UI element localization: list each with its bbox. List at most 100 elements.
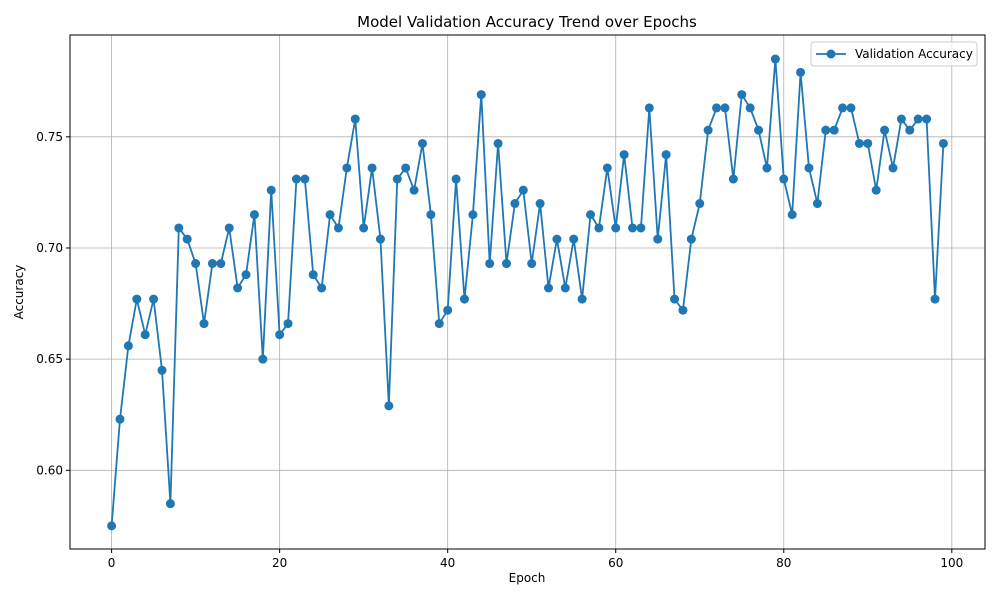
- data-point: [770, 54, 780, 64]
- x-tick-label: 0: [108, 556, 116, 570]
- data-point: [846, 103, 856, 113]
- data-point: [451, 174, 461, 184]
- data-point: [922, 114, 932, 124]
- data-point: [443, 305, 453, 315]
- data-point: [291, 174, 301, 184]
- legend-box: [810, 41, 978, 67]
- data-point: [426, 210, 436, 220]
- data-point: [266, 185, 276, 195]
- data-point: [459, 294, 469, 304]
- data-point: [905, 125, 915, 135]
- data-point: [359, 223, 369, 233]
- data-point: [602, 163, 612, 173]
- data-point: [527, 259, 537, 269]
- data-point: [342, 163, 352, 173]
- data-point: [838, 103, 848, 113]
- legend: Validation Accuracy: [810, 41, 978, 67]
- data-point: [812, 199, 822, 209]
- data-point: [300, 174, 310, 184]
- data-point: [518, 185, 528, 195]
- data-point: [720, 103, 730, 113]
- data-point: [241, 270, 251, 280]
- data-point: [728, 174, 738, 184]
- data-point: [485, 259, 495, 269]
- x-tick-label: 60: [608, 556, 623, 570]
- grid-lines: [70, 35, 985, 549]
- data-point: [140, 330, 150, 340]
- data-point: [468, 210, 478, 220]
- data-point: [577, 294, 587, 304]
- data-point: [913, 114, 923, 124]
- data-point: [653, 234, 663, 244]
- data-point: [308, 270, 318, 280]
- data-point: [703, 125, 713, 135]
- data-point: [233, 283, 243, 293]
- data-point: [115, 414, 125, 424]
- data-point: [880, 125, 890, 135]
- data-point: [695, 199, 705, 209]
- data-point: [661, 150, 671, 160]
- series-layer: [107, 54, 948, 531]
- data-point: [670, 294, 680, 304]
- data-point: [636, 223, 646, 233]
- data-point: [628, 223, 638, 233]
- data-point: [644, 103, 654, 113]
- data-point: [560, 283, 570, 293]
- data-point: [392, 174, 402, 184]
- data-point: [829, 125, 839, 135]
- data-point: [501, 259, 511, 269]
- data-point: [787, 210, 797, 220]
- data-point: [224, 223, 234, 233]
- y-tick-label: 0.70: [36, 241, 63, 255]
- data-point: [493, 138, 503, 148]
- x-tick-label: 100: [940, 556, 963, 570]
- data-point: [544, 283, 554, 293]
- data-point: [199, 319, 209, 329]
- data-point: [678, 305, 688, 315]
- data-point: [401, 163, 411, 173]
- data-point: [132, 294, 142, 304]
- data-point: [569, 234, 579, 244]
- data-point: [317, 283, 327, 293]
- y-tick-label: 0.60: [36, 463, 63, 477]
- data-point: [871, 185, 881, 195]
- data-point: [375, 234, 385, 244]
- data-point: [535, 199, 545, 209]
- data-point: [434, 319, 444, 329]
- data-point: [258, 354, 268, 364]
- data-point: [191, 259, 201, 269]
- y-tick-label: 0.65: [36, 352, 63, 366]
- data-point: [737, 90, 747, 100]
- chart-title: Model Validation Accuracy Trend over Epo…: [357, 13, 697, 31]
- x-tick-label: 80: [776, 556, 791, 570]
- series-line: [110, 58, 945, 526]
- data-point: [182, 234, 192, 244]
- data-point: [619, 150, 629, 160]
- data-point: [888, 163, 898, 173]
- data-point: [325, 210, 335, 220]
- data-point: [409, 185, 419, 195]
- data-point: [804, 163, 814, 173]
- data-point: [165, 499, 175, 509]
- x-tick-label: 20: [272, 556, 287, 570]
- data-point: [796, 67, 806, 77]
- data-point: [384, 401, 394, 411]
- data-point: [594, 223, 604, 233]
- data-point: [417, 138, 427, 148]
- data-point: [476, 90, 486, 100]
- data-point: [283, 319, 293, 329]
- legend-marker-swatch: [826, 49, 836, 59]
- data-point: [275, 330, 285, 340]
- data-point: [510, 199, 520, 209]
- data-point: [896, 114, 906, 124]
- data-point: [821, 125, 831, 135]
- data-point: [174, 223, 184, 233]
- x-axis-label: Epoch: [509, 571, 546, 585]
- data-point: [552, 234, 562, 244]
- plot-frame: [69, 34, 986, 550]
- data-point: [207, 259, 217, 269]
- y-tick-label: 0.75: [36, 130, 63, 144]
- data-point: [123, 341, 133, 351]
- legend-label: Validation Accuracy: [855, 47, 973, 61]
- data-point: [854, 138, 864, 148]
